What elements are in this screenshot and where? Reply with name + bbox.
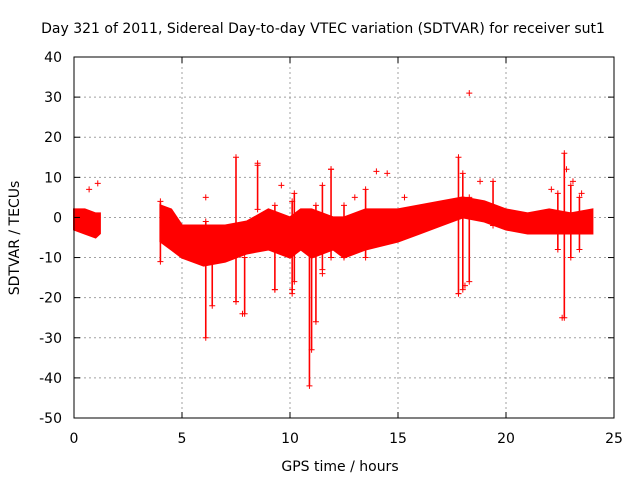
data-point: [271, 286, 278, 293]
data-point: [459, 170, 466, 177]
y-tick-label: 30: [44, 90, 62, 106]
data-point: [328, 166, 335, 173]
data-point: [341, 202, 347, 209]
data-point: [86, 186, 93, 193]
data-point: [312, 318, 319, 325]
data-point: [241, 254, 248, 261]
data-point: [209, 226, 216, 233]
data-point: [362, 186, 369, 193]
data-point: [233, 154, 239, 161]
data-point: [569, 178, 576, 185]
data-point: [319, 270, 326, 277]
data-point: [466, 90, 473, 97]
data-point: [461, 282, 468, 289]
data-point: [554, 190, 561, 197]
data-band: [73, 208, 101, 239]
x-tick-label: 25: [605, 431, 623, 447]
data-band: [159, 196, 594, 267]
x-tick-label: 20: [497, 431, 515, 447]
data-point: [466, 194, 473, 201]
x-tick-label: 0: [70, 431, 79, 447]
data-points: [73, 90, 594, 389]
data-point: [308, 346, 315, 353]
y-tick-label: -20: [39, 291, 62, 307]
data-point: [94, 180, 101, 187]
y-tick-label: -30: [39, 331, 62, 347]
data-point: [233, 298, 239, 305]
data-point: [559, 314, 566, 321]
y-tick-label: -10: [39, 251, 62, 267]
y-tick-label: -50: [39, 411, 62, 427]
data-point: [578, 190, 585, 197]
data-point: [202, 194, 209, 201]
data-point: [341, 254, 347, 261]
data-point: [306, 382, 313, 389]
data-point: [466, 278, 473, 285]
data-point: [308, 214, 315, 221]
chart-title: Day 321 of 2011, Sidereal Day-to-day VTE…: [41, 21, 605, 37]
data-point: [548, 186, 555, 193]
data-point: [490, 178, 497, 185]
y-tick-label: 0: [53, 210, 62, 226]
data-point: [362, 254, 369, 261]
data-point: [563, 166, 570, 173]
data-point: [278, 182, 285, 189]
data-point: [289, 286, 296, 293]
data-point: [561, 150, 568, 157]
y-axis-label: SDTVAR / TECUs: [7, 181, 23, 296]
data-point: [312, 202, 319, 209]
data-point: [576, 194, 583, 201]
tick-labels: 0 5 10 15 20 25 -50 -40 -30 -20 -10 0 10 20 30 40: [39, 50, 623, 447]
data-point: [567, 254, 574, 261]
data-point: [384, 170, 391, 177]
data-point: [576, 246, 583, 253]
data-point: [291, 278, 298, 285]
data-point: [254, 160, 261, 167]
data-point: [254, 206, 261, 213]
data-point: [373, 168, 380, 175]
data-point: [328, 254, 335, 261]
data-point: [455, 290, 462, 297]
data-point: [459, 286, 466, 293]
plot-border: [73, 56, 615, 419]
data-point: [554, 246, 561, 253]
data-point: [209, 302, 216, 309]
data-point: [202, 218, 209, 225]
data-point: [477, 178, 484, 185]
data-point: [157, 198, 164, 205]
x-tick-label: 10: [281, 431, 299, 447]
data-point: [567, 182, 574, 189]
y-tick-label: 40: [44, 50, 62, 66]
data-point: [157, 258, 164, 265]
data-point: [271, 202, 278, 209]
x-axis-label: GPS time / hours: [281, 459, 398, 475]
data-point: [319, 182, 326, 189]
data-point: [202, 334, 209, 341]
x-tick-label: 15: [389, 431, 407, 447]
data-point: [455, 154, 462, 161]
data-point: [351, 194, 358, 201]
data-point: [401, 194, 408, 201]
x-tick-label: 5: [178, 431, 187, 447]
y-tick-label: 20: [44, 130, 62, 146]
y-tick-label: -40: [39, 371, 62, 387]
data-point: [490, 222, 497, 229]
data-point: [239, 310, 246, 317]
data-point: [291, 190, 298, 197]
y-tick-label: 10: [44, 170, 62, 186]
axis-ticks: [73, 56, 615, 419]
